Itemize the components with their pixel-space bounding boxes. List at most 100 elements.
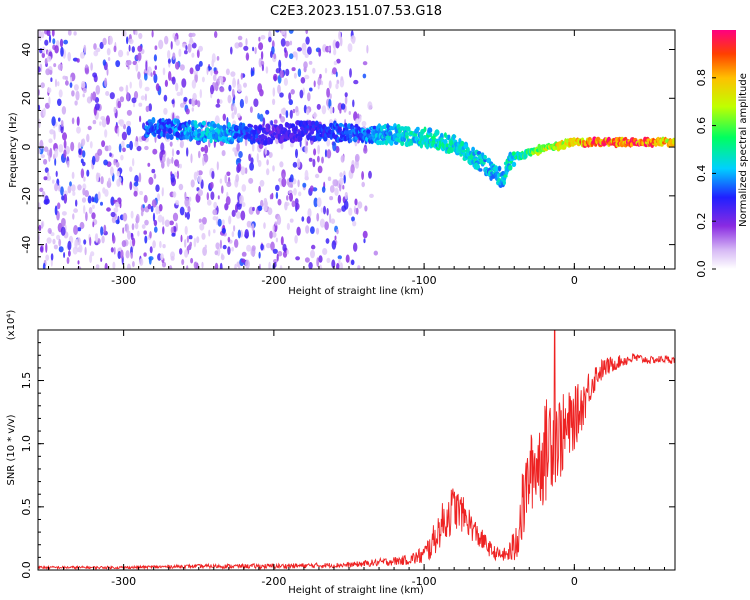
noise-dot [110, 166, 114, 177]
noise-dot [316, 257, 320, 267]
snr-ylabel: SNR (10 * v/v) [6, 414, 17, 485]
trace-dot [354, 123, 359, 129]
noise-dot [252, 206, 255, 212]
noise-dot [138, 172, 142, 183]
noise-dot [225, 196, 231, 206]
noise-dot [113, 207, 119, 213]
noise-dot [99, 121, 102, 126]
noise-dot [272, 248, 278, 254]
noise-dot [103, 159, 108, 166]
noise-dot [275, 184, 280, 192]
noise-dot [133, 181, 139, 187]
noise-dot [137, 45, 143, 52]
noise-dot [279, 161, 284, 168]
noise-dot [91, 196, 95, 203]
noise-dot [50, 253, 54, 261]
trace-dot [202, 137, 208, 143]
noise-dot [204, 244, 207, 249]
noise-dot [214, 250, 219, 256]
noise-dot [336, 208, 342, 213]
noise-dot [332, 179, 337, 187]
noise-dot [95, 85, 101, 95]
noise-dot [245, 52, 250, 61]
noise-dot [145, 60, 148, 71]
noise-dot [258, 42, 264, 51]
snr-y-tick-label: 1.0 [20, 435, 33, 453]
noise-dot [171, 76, 176, 85]
noise-dot [208, 229, 211, 237]
trace-dot [338, 128, 342, 134]
noise-dot [279, 70, 284, 78]
noise-dot [282, 251, 288, 258]
noise-dot [131, 46, 135, 53]
noise-dot [234, 238, 239, 248]
noise-dot [307, 46, 312, 55]
noise-dot [38, 30, 42, 39]
noise-dot [313, 197, 318, 208]
noise-dot [290, 142, 294, 148]
noise-dot [124, 223, 130, 233]
noise-dot [43, 146, 49, 152]
noise-dot [302, 46, 307, 56]
noise-dot [226, 171, 231, 177]
noise-dot [343, 200, 349, 210]
noise-dot [270, 241, 275, 251]
noise-dot [308, 262, 313, 269]
noise-dot [40, 82, 45, 89]
noise-dot [184, 211, 187, 218]
noise-dot [100, 201, 103, 206]
noise-dot [249, 162, 255, 171]
snr-y-tick-label: 1.5 [20, 372, 33, 390]
noise-dot [260, 35, 266, 40]
noise-dot [169, 141, 173, 147]
noise-dot [56, 234, 61, 241]
noise-dot [297, 47, 302, 52]
noise-dot [128, 38, 134, 45]
noise-dot [160, 142, 165, 153]
noise-dot [276, 215, 282, 226]
trace-dot [187, 119, 191, 125]
noise-dot [48, 138, 53, 144]
trace-dot [193, 120, 198, 126]
noise-dot [164, 79, 168, 87]
noise-dot [357, 265, 361, 269]
noise-dot [107, 145, 112, 151]
noise-dot [265, 242, 271, 249]
noise-dot [325, 238, 330, 244]
noise-dot [260, 243, 264, 251]
noise-dot [121, 140, 125, 148]
noise-dot [140, 210, 144, 217]
noise-dot [257, 160, 262, 167]
noise-dot [275, 237, 278, 243]
noise-dot [159, 240, 162, 249]
noise-dot [163, 94, 168, 102]
noise-dot [138, 79, 143, 89]
noise-dot [291, 200, 296, 208]
noise-dot [231, 88, 235, 98]
noise-dot [144, 145, 149, 151]
noise-dot [317, 78, 322, 86]
noise-dot [246, 244, 252, 252]
noise-dot [257, 112, 260, 120]
noise-dot [239, 194, 244, 204]
noise-dot [240, 166, 246, 176]
noise-dot [82, 150, 86, 158]
noise-dot [179, 163, 183, 169]
noise-dot [339, 177, 344, 186]
noise-dot [39, 187, 44, 192]
noise-dot [83, 205, 86, 214]
noise-dot [58, 89, 63, 98]
noise-dot [321, 105, 327, 115]
noise-dot [117, 251, 122, 259]
noise-dot [134, 222, 139, 230]
noise-dot [285, 110, 289, 119]
noise-dot [296, 226, 301, 236]
noise-dot [333, 48, 337, 56]
noise-dot [110, 211, 116, 218]
noise-dot [350, 164, 355, 174]
noise-dot [186, 235, 189, 243]
noise-dot [72, 191, 76, 196]
trace-dot [508, 164, 513, 171]
trace-dot [267, 124, 271, 130]
noise-dot [175, 200, 180, 206]
